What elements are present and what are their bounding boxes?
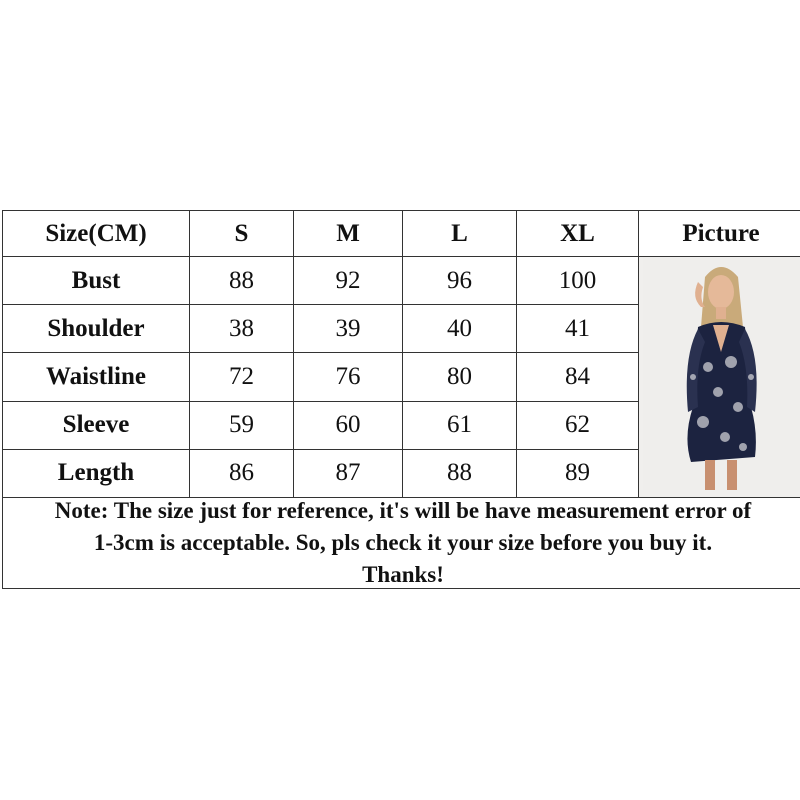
header-size: Size(CM) xyxy=(2,210,190,257)
product-picture xyxy=(638,256,800,498)
table-row: Length 86 87 88 89 xyxy=(2,448,800,499)
cell: 89 xyxy=(516,448,639,499)
row-label: Length xyxy=(2,448,190,499)
cell: 39 xyxy=(293,304,403,354)
dress-model-image xyxy=(642,257,800,490)
cell: 72 xyxy=(189,352,294,402)
header-m: M xyxy=(293,210,403,257)
header-l: L xyxy=(402,210,517,257)
cell: 59 xyxy=(189,400,294,450)
header-xl: XL xyxy=(516,210,639,257)
cell: 60 xyxy=(293,400,403,450)
row-label: Shoulder xyxy=(2,304,190,354)
note-line-1: Note: The size just for reference, it's … xyxy=(54,498,752,523)
header-picture: Picture xyxy=(638,210,800,257)
cell: 84 xyxy=(516,352,639,402)
cell: 87 xyxy=(293,448,403,499)
cell: 100 xyxy=(516,255,639,306)
cell: 80 xyxy=(402,352,517,402)
cell: 88 xyxy=(402,448,517,499)
table-row: Waistline 72 76 80 84 xyxy=(2,352,800,402)
row-label: Bust xyxy=(2,255,190,306)
cell: 86 xyxy=(189,448,294,499)
cell: 61 xyxy=(402,400,517,450)
table-row: Sleeve 59 60 61 62 xyxy=(2,400,800,450)
note-line-2: 1-3cm is acceptable. So, pls check it yo… xyxy=(93,530,713,555)
cell: 62 xyxy=(516,400,639,450)
cell: 96 xyxy=(402,255,517,306)
cell: 88 xyxy=(189,255,294,306)
cell: 41 xyxy=(516,304,639,354)
cell: 76 xyxy=(293,352,403,402)
note-line-3: Thanks! xyxy=(362,562,444,587)
row-label: Sleeve xyxy=(2,400,190,450)
row-label: Waistline xyxy=(2,352,190,402)
cell: 38 xyxy=(189,304,294,354)
header-row: Size(CM) S M L XL Picture xyxy=(2,210,800,257)
header-s: S xyxy=(189,210,294,257)
cell: 40 xyxy=(402,304,517,354)
size-chart-table: Size(CM) S M L XL Picture Bust 88 92 96 … xyxy=(2,210,800,499)
cell: 92 xyxy=(293,255,403,306)
table-row: Bust 88 92 96 100 xyxy=(2,255,800,498)
note-box: Note: The size just for reference, it's … xyxy=(2,491,800,589)
